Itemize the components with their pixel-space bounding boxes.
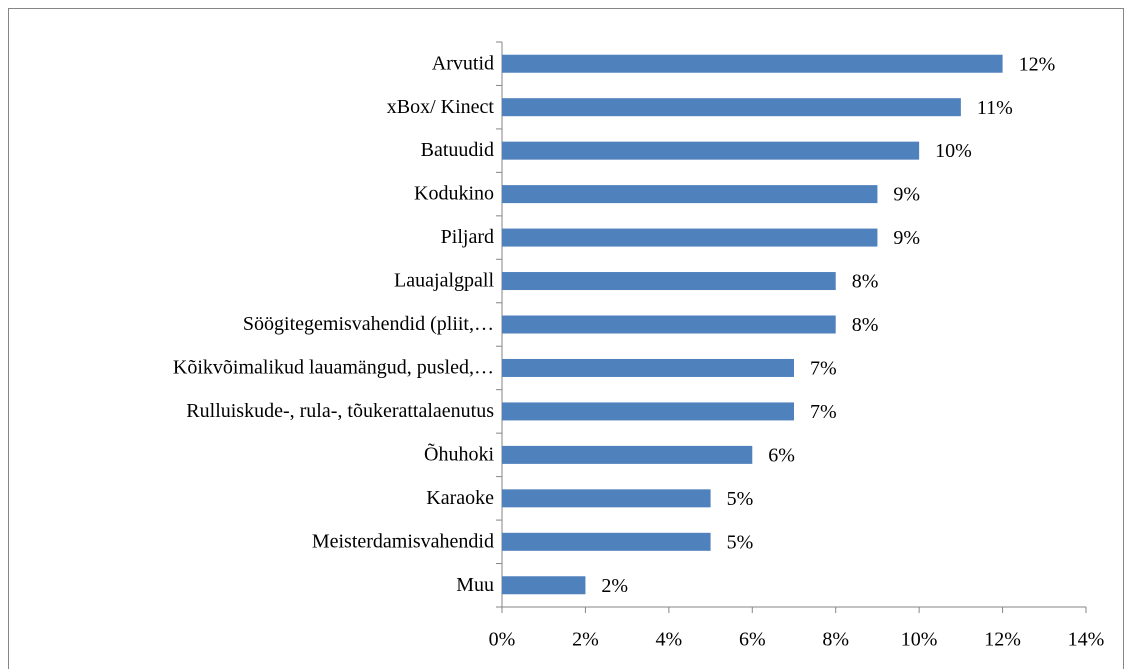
bar — [502, 228, 878, 247]
bar — [502, 141, 920, 160]
value-label: 6% — [768, 444, 795, 466]
value-label: 9% — [893, 227, 920, 249]
y-tick-label: Õhuhoki — [424, 441, 494, 465]
value-label: 7% — [810, 358, 837, 380]
y-tick-label: Kõikvõimalikud lauamängud, pusled,… — [173, 357, 494, 379]
x-tick-label: 12% — [984, 629, 1021, 651]
bar — [502, 54, 1003, 73]
y-tick-label: Karaoke — [426, 487, 494, 509]
value-label: 5% — [727, 488, 754, 510]
value-label: 7% — [810, 401, 837, 423]
bar — [502, 489, 711, 508]
value-label: 8% — [852, 271, 879, 293]
x-tick-label: 10% — [901, 629, 938, 651]
chart-border — [8, 8, 1124, 669]
y-tick-label: Meisterdamisvahendid — [312, 530, 494, 552]
y-tick-label: Muu — [456, 574, 494, 596]
y-tick-label: Kodukino — [414, 183, 494, 205]
bar — [502, 358, 794, 377]
y-tick-label: Batuudid — [421, 139, 494, 161]
value-label: 9% — [893, 184, 920, 206]
y-tick-label: Rulluiskude-, rula-, tõukerattalaenutus — [186, 400, 494, 422]
bar — [502, 98, 961, 117]
value-label: 2% — [601, 575, 628, 597]
x-tick-label: 2% — [572, 629, 599, 651]
x-tick-label: 8% — [822, 629, 849, 651]
y-tick-label: Piljard — [441, 226, 494, 248]
y-tick-label: Arvutid — [432, 52, 494, 74]
bar — [502, 576, 586, 595]
bar — [502, 532, 711, 551]
x-tick-label: 4% — [656, 629, 683, 651]
value-label: 12% — [1019, 53, 1056, 75]
value-label: 11% — [977, 97, 1013, 119]
y-tick-label: Lauajalgpall — [394, 270, 494, 292]
bar — [502, 402, 794, 421]
bar — [502, 272, 836, 291]
x-tick-label: 0% — [489, 629, 516, 651]
x-tick-label: 6% — [739, 629, 766, 651]
x-tick-label: 14% — [1068, 629, 1105, 651]
y-tick-label: xBox/ Kinect — [387, 96, 495, 118]
bar — [502, 445, 753, 464]
value-label: 5% — [727, 531, 754, 553]
value-label: 10% — [935, 140, 972, 162]
y-tick-label: Söögitegemisvahendid (pliit,… — [243, 313, 494, 335]
value-label: 8% — [852, 314, 879, 336]
bar — [502, 185, 878, 204]
bar — [502, 315, 836, 334]
